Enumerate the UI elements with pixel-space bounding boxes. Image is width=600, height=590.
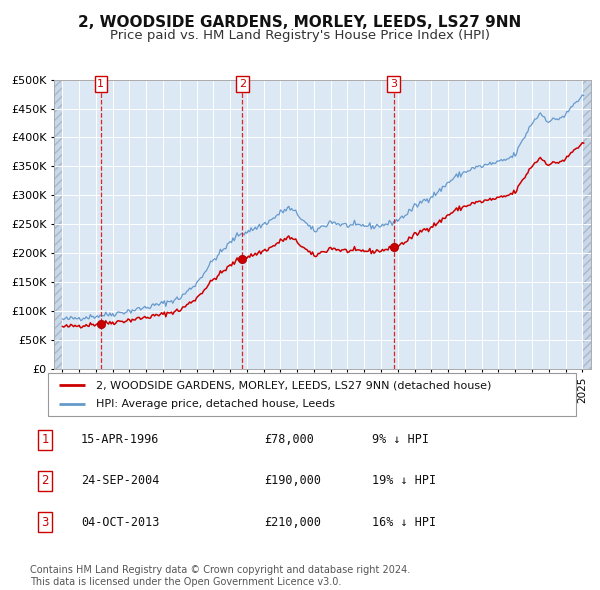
Text: 3: 3 (41, 516, 49, 529)
Text: 2: 2 (41, 474, 49, 487)
Text: 2, WOODSIDE GARDENS, MORLEY, LEEDS, LS27 9NN: 2, WOODSIDE GARDENS, MORLEY, LEEDS, LS27… (79, 15, 521, 30)
Text: £190,000: £190,000 (264, 474, 321, 487)
Text: 3: 3 (390, 79, 397, 89)
Text: Price paid vs. HM Land Registry's House Price Index (HPI): Price paid vs. HM Land Registry's House … (110, 30, 490, 42)
Text: HPI: Average price, detached house, Leeds: HPI: Average price, detached house, Leed… (95, 399, 335, 409)
Bar (54, 80, 63, 369)
Text: 1: 1 (97, 79, 104, 89)
Text: 19% ↓ HPI: 19% ↓ HPI (372, 474, 436, 487)
Text: 16% ↓ HPI: 16% ↓ HPI (372, 516, 436, 529)
Bar (582, 80, 591, 369)
Text: 9% ↓ HPI: 9% ↓ HPI (372, 433, 429, 446)
Text: 2: 2 (239, 79, 246, 89)
Text: £78,000: £78,000 (264, 433, 314, 446)
Text: 15-APR-1996: 15-APR-1996 (81, 433, 160, 446)
Text: 24-SEP-2004: 24-SEP-2004 (81, 474, 160, 487)
FancyBboxPatch shape (48, 373, 576, 416)
Text: £210,000: £210,000 (264, 516, 321, 529)
Text: 2, WOODSIDE GARDENS, MORLEY, LEEDS, LS27 9NN (detached house): 2, WOODSIDE GARDENS, MORLEY, LEEDS, LS27… (95, 381, 491, 391)
Text: 04-OCT-2013: 04-OCT-2013 (81, 516, 160, 529)
Text: 1: 1 (41, 433, 49, 446)
Text: Contains HM Land Registry data © Crown copyright and database right 2024.
This d: Contains HM Land Registry data © Crown c… (30, 565, 410, 587)
